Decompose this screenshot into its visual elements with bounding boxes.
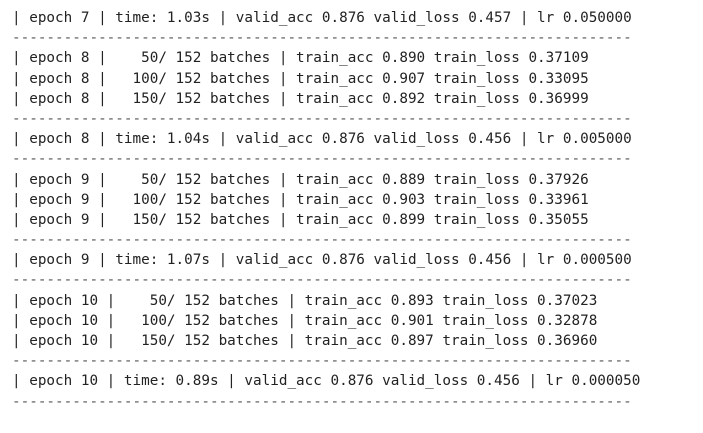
separator-line: ----------------------------------------… [12, 353, 632, 370]
log-line: | epoch 10 | time: 0.89s | valid_acc 0.8… [12, 373, 641, 390]
log-line: | epoch 9 | 100/ 152 batches | train_acc… [12, 191, 589, 208]
log-output: | epoch 7 | time: 1.03s | valid_acc 0.87… [12, 8, 702, 412]
separator-line: ----------------------------------------… [12, 30, 632, 47]
log-line: | epoch 10 | 150/ 152 batches | train_ac… [12, 333, 598, 349]
log-line: | epoch 9 | time: 1.07s | valid_acc 0.87… [12, 252, 632, 269]
separator-line: ----------------------------------------… [12, 272, 632, 289]
log-line: | epoch 9 | 50/ 152 batches | train_acc … [12, 171, 589, 188]
log-line: | epoch 10 | 50/ 152 batches | train_acc… [12, 292, 598, 309]
log-line: | epoch 10 | 100/ 152 batches | train_ac… [12, 312, 598, 329]
log-line: | epoch 8 | 150/ 152 batches | train_acc… [12, 90, 589, 107]
separator-line: ----------------------------------------… [12, 110, 632, 127]
log-line: | epoch 8 | time: 1.04s | valid_acc 0.87… [12, 131, 632, 148]
log-line: | epoch 8 | 100/ 152 batches | train_acc… [12, 70, 589, 87]
separator-line: ----------------------------------------… [12, 393, 632, 410]
separator-line: ----------------------------------------… [12, 151, 632, 168]
log-line: | epoch 9 | 150/ 152 batches | train_acc… [12, 211, 589, 228]
separator-line: ----------------------------------------… [12, 232, 632, 249]
log-line: | epoch 8 | 50/ 152 batches | train_acc … [12, 50, 589, 67]
log-line: | epoch 7 | time: 1.03s | valid_acc 0.87… [12, 10, 632, 26]
